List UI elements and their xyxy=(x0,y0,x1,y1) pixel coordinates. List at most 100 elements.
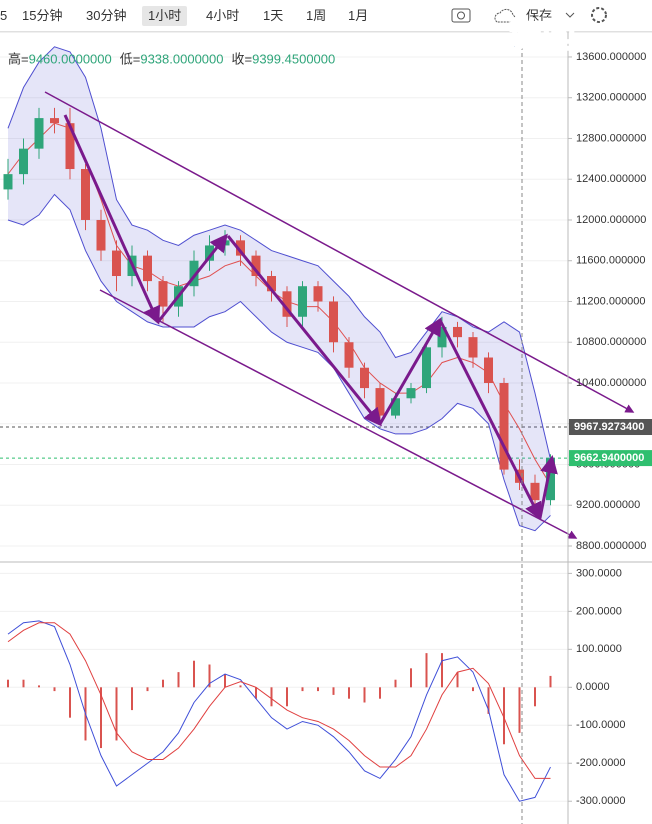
candle-body xyxy=(344,342,354,368)
macd-bar xyxy=(177,672,180,688)
candle-body xyxy=(81,169,90,220)
candle-body xyxy=(282,291,292,317)
macd-bar xyxy=(549,675,552,688)
macd-bar xyxy=(208,664,211,688)
y-tick-label: 12000.000000 xyxy=(576,214,646,226)
dropdown-icon[interactable] xyxy=(565,12,575,18)
y-tick-label: -300.0000 xyxy=(576,795,626,807)
stat-value: 9399.4500000 xyxy=(252,51,335,66)
interval-button[interactable]: 1小时 xyxy=(142,6,188,26)
y-tick-label: -200.0000 xyxy=(576,757,626,769)
settings-icon[interactable] xyxy=(591,7,607,23)
macd-bar xyxy=(410,668,412,688)
macd-bar xyxy=(518,687,521,733)
macd-bar xyxy=(162,679,164,688)
candle-body xyxy=(65,123,75,170)
candle-body xyxy=(267,276,276,292)
macd-bar xyxy=(379,687,381,699)
macd-bar xyxy=(224,674,226,688)
macd-bar xyxy=(146,687,149,692)
candle-body xyxy=(375,388,385,416)
camera-icon[interactable] xyxy=(451,8,471,23)
candle-body xyxy=(313,286,323,302)
macd-bar xyxy=(394,679,397,688)
stat-name: 收= xyxy=(232,51,253,66)
stat-name: 高= xyxy=(8,51,29,66)
wave-arrow xyxy=(156,233,228,323)
logo: 链闻 xyxy=(508,17,576,55)
macd-bar xyxy=(38,685,40,688)
macd-bar xyxy=(301,687,304,692)
price-tag-label: 9662.9400000 xyxy=(574,452,644,464)
candle-body xyxy=(453,326,462,338)
candle-body xyxy=(205,245,214,261)
candle-body xyxy=(360,367,369,389)
interval-button[interactable]: 1天 xyxy=(263,8,284,23)
y-tick-label: 9200.000000 xyxy=(576,499,640,511)
stat-name: 低= xyxy=(120,51,141,66)
y-tick-label: 8800.0000000 xyxy=(576,540,646,552)
candle-body xyxy=(298,286,307,317)
macd-bar xyxy=(363,687,366,703)
wave-arrow xyxy=(226,235,382,427)
candle-body xyxy=(329,301,338,343)
y-tick-label: 10800.000000 xyxy=(576,336,646,348)
toolbar: 5 15分钟 30分钟 1小时 4小时 1天 1周 1月 保存 xyxy=(0,0,652,32)
macd-bar xyxy=(69,687,71,718)
candle-body xyxy=(406,388,416,399)
band-fill xyxy=(8,46,551,531)
candle-body xyxy=(422,347,431,389)
candle-body xyxy=(437,326,447,348)
stat-value: 9338.0000000 xyxy=(140,51,223,66)
interval-button[interactable]: 5 xyxy=(0,8,8,23)
camera-icon xyxy=(457,11,465,20)
interval-button[interactable]: 15分钟 xyxy=(22,8,63,23)
toolbar-icons xyxy=(0,7,652,33)
wave-arrow xyxy=(438,319,542,521)
y-tick-label: 10400.000000 xyxy=(576,377,646,389)
candle-body xyxy=(19,148,28,175)
interval-button[interactable]: 1月 xyxy=(348,8,369,23)
y-tick-label: 300.0000 xyxy=(576,567,622,579)
candle-body xyxy=(484,357,493,383)
save-button[interactable]: 保存 xyxy=(526,8,553,23)
candle-body xyxy=(391,398,400,416)
y-tick-label: 200.0000 xyxy=(576,605,622,617)
macd-bar xyxy=(255,687,257,699)
y-tick-label: 100.0000 xyxy=(576,643,622,655)
macd-bar xyxy=(22,679,25,688)
macd-bar xyxy=(270,687,273,707)
interval-button[interactable]: 1周 xyxy=(306,8,327,23)
macd-bar xyxy=(456,672,459,688)
candle-body xyxy=(546,458,555,501)
y-tick-label: -100.0000 xyxy=(576,719,626,731)
interval-button[interactable]: 30分钟 xyxy=(86,8,127,23)
macd-bar xyxy=(472,687,474,692)
y-tick-label: 11600.000000 xyxy=(576,255,646,267)
macd-bar xyxy=(425,653,428,688)
macd-bar xyxy=(503,687,505,745)
candle-body xyxy=(468,337,478,358)
price-tag xyxy=(569,419,652,436)
candle-body xyxy=(236,240,245,256)
candle-body xyxy=(3,174,13,190)
y-tick-label: 12400.000000 xyxy=(576,173,646,185)
macd-bar xyxy=(534,687,536,707)
dif-line xyxy=(7,620,551,802)
y-tick-label: 13600.000000 xyxy=(576,51,646,63)
macd-bar xyxy=(53,687,56,692)
candle-body xyxy=(34,118,44,149)
y-tick-label: 13200.000000 xyxy=(576,92,646,104)
candle-body xyxy=(499,382,509,470)
y-tick-label: 0.0000 xyxy=(576,681,610,693)
trend-line xyxy=(99,289,578,539)
cloud-icon[interactable] xyxy=(494,8,516,23)
candle-body xyxy=(251,255,261,277)
candle-body xyxy=(158,281,168,307)
macd-bar xyxy=(286,687,288,707)
interval-button[interactable]: 4小时 xyxy=(206,8,240,23)
wave-arrow xyxy=(63,114,161,325)
wave-arrow xyxy=(538,455,558,519)
